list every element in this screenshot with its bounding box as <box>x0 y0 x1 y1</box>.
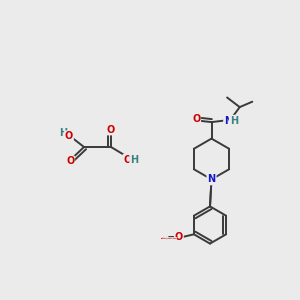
Text: H: H <box>59 128 67 138</box>
Text: O: O <box>66 156 74 167</box>
Text: O: O <box>65 131 73 141</box>
Text: H: H <box>230 116 238 126</box>
Text: O: O <box>192 114 200 124</box>
Text: N: N <box>224 116 232 126</box>
Text: H: H <box>130 154 138 165</box>
Text: N: N <box>207 174 216 184</box>
Text: O: O <box>175 232 183 242</box>
Text: methoxy: methoxy <box>161 237 168 238</box>
Text: N: N <box>207 174 216 184</box>
Text: O: O <box>107 124 115 135</box>
Text: methoxy_placeholder: methoxy_placeholder <box>160 237 177 239</box>
Text: O: O <box>123 154 132 165</box>
